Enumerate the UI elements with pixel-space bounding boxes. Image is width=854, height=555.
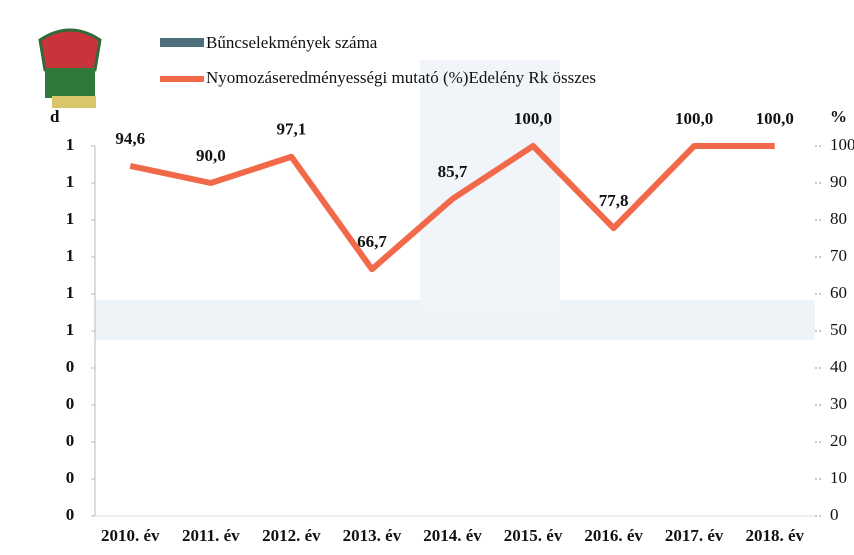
legend-label: Bűncselekmények száma xyxy=(206,33,378,52)
y2-tick-label: 60 xyxy=(830,283,847,302)
y-tick-label: 0 xyxy=(66,505,75,524)
legend-swatch xyxy=(160,38,204,47)
page: {"chart_data": {"type": "bar-line", "cat… xyxy=(0,0,854,555)
x-tick-label: 2016. év xyxy=(584,526,643,545)
y-tick-label: 0 xyxy=(66,468,75,487)
y-tick-label: 1 xyxy=(66,209,75,228)
x-tick-label: 2013. év xyxy=(343,526,402,545)
y-tick-label: 1 xyxy=(66,135,75,154)
y2-tick-label: 100 xyxy=(830,135,854,154)
legend-label: Nyomozáseredményességi mutató (%)Edelény… xyxy=(206,68,596,87)
background-photo xyxy=(420,60,560,310)
y2-tick-label: 10 xyxy=(830,468,847,487)
y-tick-label: 1 xyxy=(66,283,75,302)
y2-tick-label: 80 xyxy=(830,209,847,228)
x-tick-label: 2011. év xyxy=(182,526,240,545)
y2-axis-title: % xyxy=(830,107,847,126)
y2-tick-label: 40 xyxy=(830,357,847,376)
y-tick-label: 1 xyxy=(66,246,75,265)
data-label: 85,7 xyxy=(438,162,468,181)
y-axis-title: d xyxy=(50,107,60,126)
x-tick-label: 2014. év xyxy=(423,526,482,545)
data-label: 100,0 xyxy=(756,109,794,128)
data-label: 94,6 xyxy=(115,129,145,148)
y2-tick-label: 50 xyxy=(830,320,847,339)
y2-tick-label: 30 xyxy=(830,394,847,413)
data-label: 100,0 xyxy=(675,109,713,128)
y2-tick-label: 0 xyxy=(830,505,839,524)
y-tick-label: 0 xyxy=(66,431,75,450)
y2-tick-label: 70 xyxy=(830,246,847,265)
x-tick-label: 2015. év xyxy=(504,526,563,545)
x-tick-label: 2012. év xyxy=(262,526,321,545)
data-label: 77,8 xyxy=(599,191,629,210)
x-tick-label: 2018. év xyxy=(745,526,804,545)
x-tick-label: 2010. év xyxy=(101,526,160,545)
logo xyxy=(40,30,100,108)
y2-tick-label: 20 xyxy=(830,431,847,450)
x-tick-label: 2017. év xyxy=(665,526,724,545)
y-tick-label: 0 xyxy=(66,357,75,376)
data-label: 100,0 xyxy=(514,109,552,128)
chart: Bűncselekmények száma Nyomozáseredményes… xyxy=(0,0,854,555)
y2-tick-label: 90 xyxy=(830,172,847,191)
y-tick-label: 0 xyxy=(66,394,75,413)
data-label: 90,0 xyxy=(196,146,226,165)
y-tick-label: 1 xyxy=(66,172,75,191)
data-label: 66,7 xyxy=(357,232,387,251)
y-tick-label: 1 xyxy=(66,320,75,339)
data-label: 97,1 xyxy=(277,120,307,139)
